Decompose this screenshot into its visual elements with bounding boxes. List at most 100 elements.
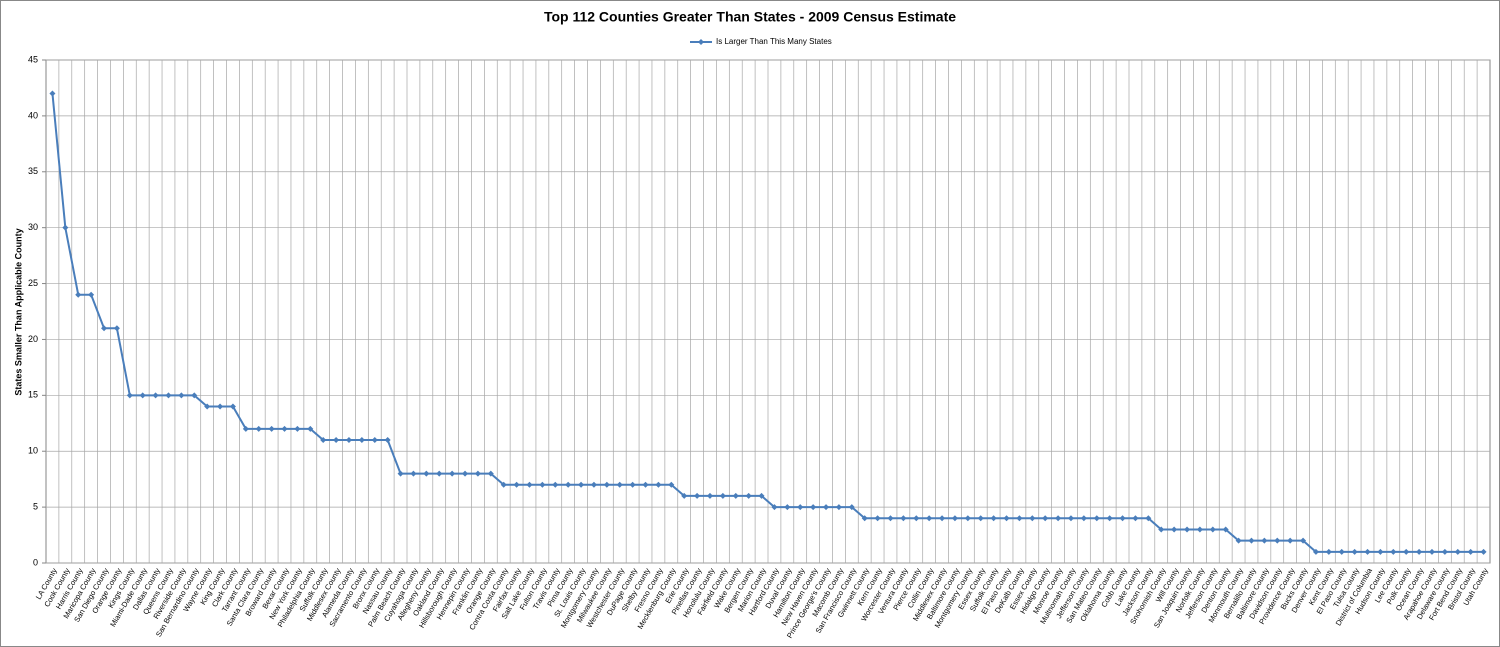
data-point [152, 392, 159, 399]
y-tick-label: 15 [28, 390, 38, 400]
data-point [474, 470, 481, 477]
data-point [1274, 537, 1281, 544]
legend-marker [698, 39, 704, 45]
data-point [88, 291, 95, 298]
data-point [848, 504, 855, 511]
data-point [294, 425, 301, 432]
data-point [462, 470, 469, 477]
data-point [500, 481, 507, 488]
data-point [204, 403, 211, 410]
data-point [1067, 515, 1074, 522]
data-point [835, 504, 842, 511]
data-point [436, 470, 443, 477]
y-tick-label: 10 [28, 446, 38, 456]
data-point [1016, 515, 1023, 522]
data-point [1196, 526, 1203, 533]
data-point [552, 481, 559, 488]
data-point [333, 437, 340, 444]
data-point [1287, 537, 1294, 544]
data-point [1454, 548, 1461, 555]
data-point [629, 481, 636, 488]
data-point [913, 515, 920, 522]
data-point [603, 481, 610, 488]
data-point [578, 481, 585, 488]
data-point [1055, 515, 1062, 522]
data-point [384, 437, 391, 444]
data-point [371, 437, 378, 444]
data-point [874, 515, 881, 522]
data-point [810, 504, 817, 511]
data-point [1403, 548, 1410, 555]
data-point [113, 325, 120, 332]
data-point [410, 470, 417, 477]
y-tick-label: 20 [28, 334, 38, 344]
data-point [1145, 515, 1152, 522]
data-point [513, 481, 520, 488]
y-tick-label: 0 [33, 557, 38, 567]
legend-label: Is Larger Than This Many States [716, 37, 832, 46]
data-point [49, 90, 56, 97]
data-point [1390, 548, 1397, 555]
data-point [539, 481, 546, 488]
data-point [487, 470, 494, 477]
data-point [758, 492, 765, 499]
data-point [1029, 515, 1036, 522]
data-point [771, 504, 778, 511]
data-point [1325, 548, 1332, 555]
data-point [1467, 548, 1474, 555]
y-tick-label: 5 [33, 501, 38, 511]
data-point [126, 392, 133, 399]
data-point [307, 425, 314, 432]
data-point [668, 481, 675, 488]
data-point [565, 481, 572, 488]
data-point [268, 425, 275, 432]
data-point [990, 515, 997, 522]
data-point [1377, 548, 1384, 555]
y-tick-label: 35 [28, 166, 38, 176]
data-point [1132, 515, 1139, 522]
data-point [951, 515, 958, 522]
data-point [926, 515, 933, 522]
data-point [101, 325, 108, 332]
data-point [681, 492, 688, 499]
data-point [1428, 548, 1435, 555]
data-point [1300, 537, 1307, 544]
data-point [178, 392, 185, 399]
data-point [900, 515, 907, 522]
data-point [1093, 515, 1100, 522]
data-point [939, 515, 946, 522]
data-point [642, 481, 649, 488]
data-point [229, 403, 236, 410]
data-point [1261, 537, 1268, 544]
data-point [590, 481, 597, 488]
data-point [139, 392, 146, 399]
chart-title: Top 112 Counties Greater Than States - 2… [544, 9, 956, 25]
data-point [449, 470, 456, 477]
data-point [706, 492, 713, 499]
data-point [1338, 548, 1345, 555]
y-tick-label: 45 [28, 54, 38, 64]
data-point [191, 392, 198, 399]
y-tick-label: 25 [28, 278, 38, 288]
data-point [526, 481, 533, 488]
data-point [1312, 548, 1319, 555]
data-point [1364, 548, 1371, 555]
data-point [217, 403, 224, 410]
data-point [345, 437, 352, 444]
data-point [1209, 526, 1216, 533]
data-point [165, 392, 172, 399]
data-point [1042, 515, 1049, 522]
data-point [823, 504, 830, 511]
data-point [784, 504, 791, 511]
data-point [255, 425, 262, 432]
data-point [1119, 515, 1126, 522]
data-point [1106, 515, 1113, 522]
y-axis-title: States Smaller Than Applicable County [13, 228, 23, 395]
data-point [1351, 548, 1358, 555]
data-point [1184, 526, 1191, 533]
data-point [719, 492, 726, 499]
data-point [320, 437, 327, 444]
data-point [616, 481, 623, 488]
data-point [887, 515, 894, 522]
